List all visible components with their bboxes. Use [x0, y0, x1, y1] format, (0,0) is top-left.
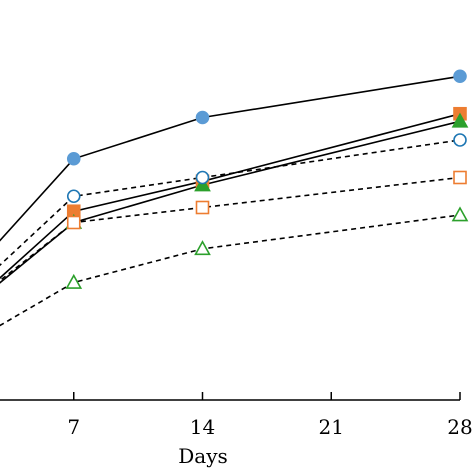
series-5-point-7 [66, 215, 81, 230]
series-4-point-28 [453, 133, 467, 147]
series-1-point-7 [66, 151, 81, 166]
series-6-point-7 [65, 273, 83, 289]
series-6-point-14 [194, 240, 211, 256]
series-3-point-14 [194, 176, 211, 192]
series-line-3 [0, 120, 461, 284]
x-tick-label-7: 7 [67, 415, 80, 439]
series-line-5 [0, 176, 461, 282]
series-lines [0, 75, 461, 327]
series-line-4 [0, 139, 461, 267]
series-1-point-14 [195, 110, 210, 125]
series-4-point-14 [195, 170, 210, 185]
x-tick-label-21: 21 [319, 415, 344, 439]
x-tick-label-14: 14 [190, 415, 215, 439]
series-3-point-28 [451, 112, 469, 128]
series-line-2 [0, 113, 461, 279]
series-4-point-7 [66, 189, 81, 204]
series-markers [65, 69, 469, 289]
series-line-6 [0, 214, 461, 327]
series-6-point-28 [451, 206, 469, 222]
x-ticks: 7 14 21 28 [67, 392, 473, 439]
x-axis-label: Days [178, 444, 228, 468]
series-5-point-28 [453, 170, 467, 185]
series-1-point-28 [453, 69, 467, 84]
x-tick-label-28: 28 [447, 415, 472, 439]
series-line-1 [0, 75, 461, 242]
series-5-point-14 [195, 200, 210, 215]
